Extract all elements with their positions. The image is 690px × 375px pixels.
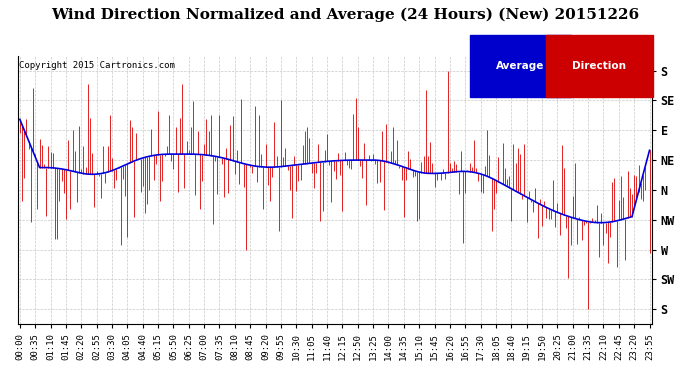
Text: Average: Average (496, 61, 544, 71)
Text: Wind Direction Normalized and Average (24 Hours) (New) 20151226: Wind Direction Normalized and Average (2… (51, 8, 639, 22)
Text: Copyright 2015 Cartronics.com: Copyright 2015 Cartronics.com (19, 61, 175, 70)
Text: Direction: Direction (573, 61, 627, 71)
